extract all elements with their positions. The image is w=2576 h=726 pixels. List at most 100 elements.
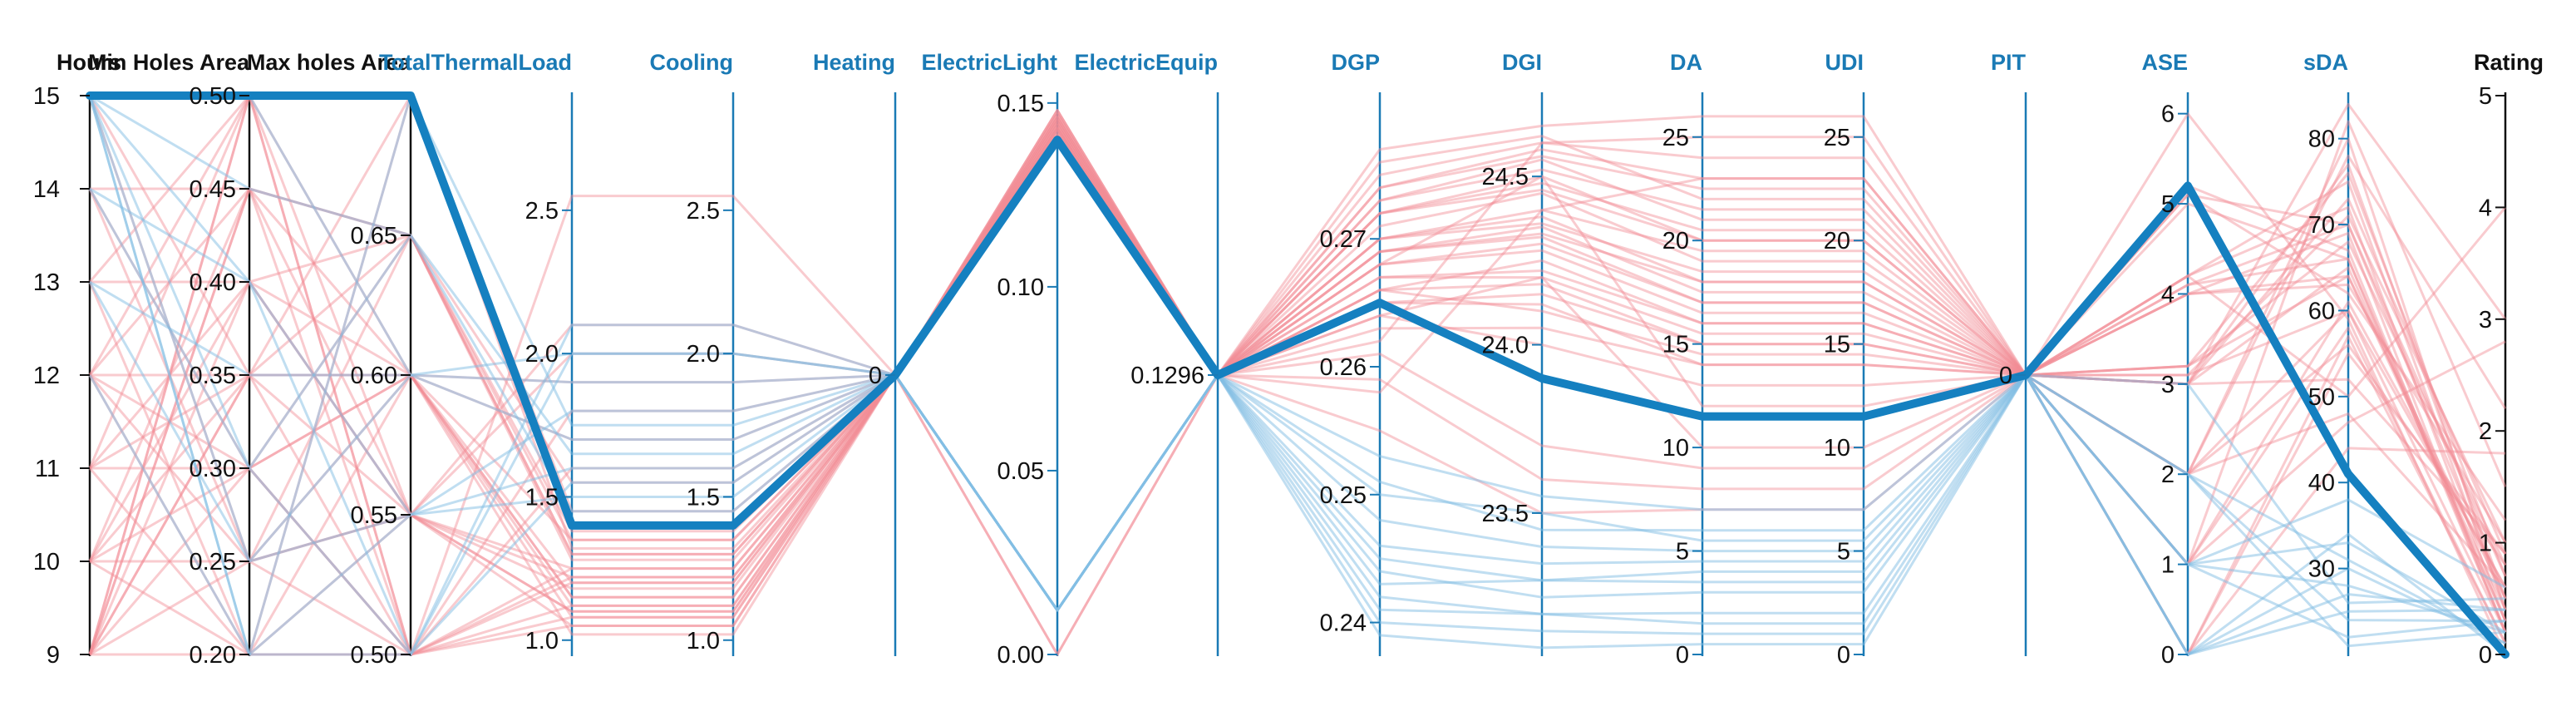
tick-label-cooling-0: 1.0 — [687, 628, 720, 654]
tick-label-maxholesarea-1: 0.55 — [351, 502, 397, 529]
tick-label-hours-6: 15 — [33, 83, 60, 110]
tick-label-hours-3: 12 — [33, 363, 60, 389]
tick-label-minholesarea-3: 0.35 — [190, 363, 236, 389]
data-line-46 — [88, 95, 2506, 656]
tick-label-rating-0: 0 — [2479, 642, 2492, 669]
axis-title-dgp: DGP — [1331, 50, 1380, 75]
tick-label-minholesarea-2: 0.30 — [190, 456, 236, 482]
tick-label-heating-0: 0 — [869, 363, 882, 389]
tick-label-totalthermalload-1: 1.5 — [525, 484, 559, 511]
tick-label-ase-3: 3 — [2161, 372, 2175, 398]
tick-label-electriclight-0: 0.00 — [997, 642, 1044, 669]
tick-label-sda-2: 50 — [2308, 384, 2335, 411]
tick-label-electriclight-2: 0.10 — [997, 274, 1044, 301]
tick-label-maxholesarea-3: 0.65 — [351, 223, 397, 249]
tick-label-cooling-3: 2.5 — [687, 198, 720, 225]
tick-label-da-2: 10 — [1662, 435, 1689, 462]
tick-label-da-3: 15 — [1662, 332, 1689, 358]
tick-label-cooling-2: 2.0 — [687, 341, 720, 368]
axis-title-electriclight: ElectricLight — [921, 50, 1057, 75]
tick-label-ase-1: 1 — [2161, 552, 2175, 579]
tick-label-minholesarea-4: 0.40 — [190, 269, 236, 296]
data-line-13 — [88, 94, 2507, 656]
tick-label-da-5: 25 — [1662, 125, 1689, 151]
axis-title-ase: ASE — [2141, 50, 2188, 75]
axis-title-totalthermalload: TotalThermalLoad — [379, 50, 572, 75]
tick-label-electriclight-1: 0.05 — [997, 458, 1044, 485]
tick-label-da-1: 5 — [1676, 539, 1689, 565]
axis-title-sda: sDA — [2303, 50, 2348, 75]
axis-title-heating: Heating — [813, 50, 895, 75]
highlight-layer — [86, 91, 2510, 659]
tick-label-cooling-1: 1.5 — [687, 484, 720, 511]
tick-label-rating-5: 5 — [2479, 83, 2492, 110]
data-line-22 — [90, 131, 2507, 622]
tick-label-totalthermalload-3: 2.5 — [525, 198, 559, 225]
tick-label-minholesarea-5: 0.45 — [190, 176, 236, 203]
tick-label-rating-4: 4 — [2479, 195, 2492, 221]
tick-label-minholesarea-6: 0.50 — [190, 83, 236, 110]
tick-label-dgp-1: 0.25 — [1320, 482, 1367, 509]
tick-label-dgp-3: 0.27 — [1320, 226, 1367, 253]
axis-title-hours: Hours — [57, 50, 121, 75]
axis-title-udi: UDI — [1825, 50, 1864, 75]
data-line-17 — [88, 127, 2507, 599]
tick-label-hours-5: 14 — [33, 176, 60, 203]
tick-label-ase-2: 2 — [2161, 462, 2175, 488]
tick-label-hours-0: 9 — [47, 642, 60, 669]
tick-label-da-0: 0 — [1676, 642, 1689, 669]
tick-label-udi-0: 0 — [1837, 642, 1850, 669]
data-line-25 — [88, 95, 2507, 619]
data-line-29 — [90, 102, 2507, 470]
axis-title-da: DA — [1670, 50, 1702, 75]
tick-label-sda-5: 80 — [2308, 126, 2335, 153]
tick-label-rating-2: 2 — [2479, 418, 2492, 445]
data-line-44 — [90, 94, 2506, 625]
tick-label-sda-0: 30 — [2308, 556, 2335, 583]
tick-label-ase-4: 4 — [2161, 281, 2175, 308]
tick-label-da-4: 20 — [1662, 228, 1689, 254]
tick-label-udi-3: 15 — [1824, 332, 1850, 358]
data-line-30 — [88, 120, 2507, 656]
tick-label-sda-3: 60 — [2308, 298, 2335, 324]
tick-label-sda-4: 70 — [2308, 212, 2335, 239]
tick-label-dgi-0: 23.5 — [1482, 501, 1529, 527]
tick-label-minholesarea-1: 0.25 — [190, 549, 236, 575]
tick-label-totalthermalload-0: 1.0 — [525, 628, 559, 654]
tick-label-dgp-0: 0.24 — [1320, 610, 1367, 637]
axis-title-electricequip: ElectricEquip — [1074, 50, 1218, 75]
tick-label-sda-1: 40 — [2308, 470, 2335, 496]
tick-label-hours-1: 10 — [33, 549, 60, 575]
data-line-3 — [88, 116, 2507, 656]
tick-label-totalthermalload-2: 2.0 — [525, 341, 559, 368]
tick-label-maxholesarea-0: 0.50 — [351, 642, 397, 669]
tick-label-pit-0: 0 — [1999, 363, 2012, 389]
tick-label-ase-6: 6 — [2161, 101, 2175, 128]
tick-label-ase-0: 0 — [2161, 642, 2175, 669]
axis-title-maxholesarea: Max holes Area — [247, 50, 411, 75]
lines-layer — [88, 94, 2507, 656]
data-line-43 — [88, 188, 2506, 656]
tick-label-udi-4: 20 — [1824, 228, 1850, 254]
axis-title-pit: PIT — [1991, 50, 2027, 75]
tick-label-dgi-2: 24.5 — [1482, 164, 1529, 190]
data-line-4 — [88, 127, 2507, 655]
tick-label-maxholesarea-2: 0.60 — [351, 363, 397, 389]
data-line-40 — [89, 280, 2506, 612]
highlighted-data-line[interactable] — [86, 91, 2510, 659]
tick-label-rating-1: 1 — [2479, 531, 2492, 557]
axis-title-rating: Rating — [2474, 50, 2544, 75]
axis-title-dgi: DGI — [1502, 50, 1542, 75]
data-line-9 — [89, 142, 2507, 656]
tick-label-hours-2: 11 — [35, 456, 60, 482]
tick-label-udi-1: 5 — [1837, 539, 1850, 565]
tick-label-dgi-1: 24.0 — [1482, 333, 1529, 359]
data-line-1 — [89, 138, 2507, 656]
tick-label-electriclight-3: 0.15 — [997, 91, 1044, 117]
tick-label-rating-3: 3 — [2479, 307, 2492, 333]
tick-label-electricequip-0: 0.1296 — [1130, 363, 1204, 389]
tick-label-udi-5: 25 — [1824, 125, 1850, 151]
tick-label-ase-5: 5 — [2161, 191, 2175, 218]
